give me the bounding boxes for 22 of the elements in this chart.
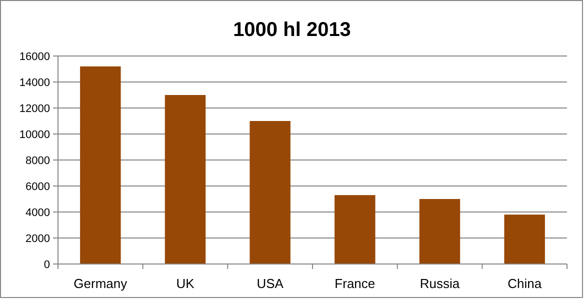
y-tick-label: 6000 [26, 180, 50, 193]
y-tick-label: 4000 [26, 206, 50, 219]
y-tick-label: 16000 [19, 50, 50, 63]
y-tick-label: 12000 [19, 102, 50, 115]
y-tick-label: 2000 [26, 232, 50, 245]
bar [164, 95, 206, 264]
y-tick-label: 8000 [26, 154, 50, 167]
x-tick-label: Germany [74, 276, 128, 291]
x-tick-label: UK [176, 276, 195, 291]
bar [419, 199, 460, 264]
bar [250, 121, 290, 264]
x-tick-label: USA [256, 276, 284, 291]
bar [334, 195, 376, 264]
x-tick-label: Russia [420, 276, 460, 291]
chart-title: 1000 hl 2013 [233, 19, 351, 41]
x-tick-label: China [508, 276, 542, 291]
y-tick-label: 10000 [19, 128, 50, 141]
x-tick-label: France [334, 276, 376, 291]
y-tick-label: 0 [44, 258, 50, 271]
bar [80, 66, 121, 264]
y-tick-label: 14000 [19, 76, 50, 89]
bar [504, 214, 545, 264]
